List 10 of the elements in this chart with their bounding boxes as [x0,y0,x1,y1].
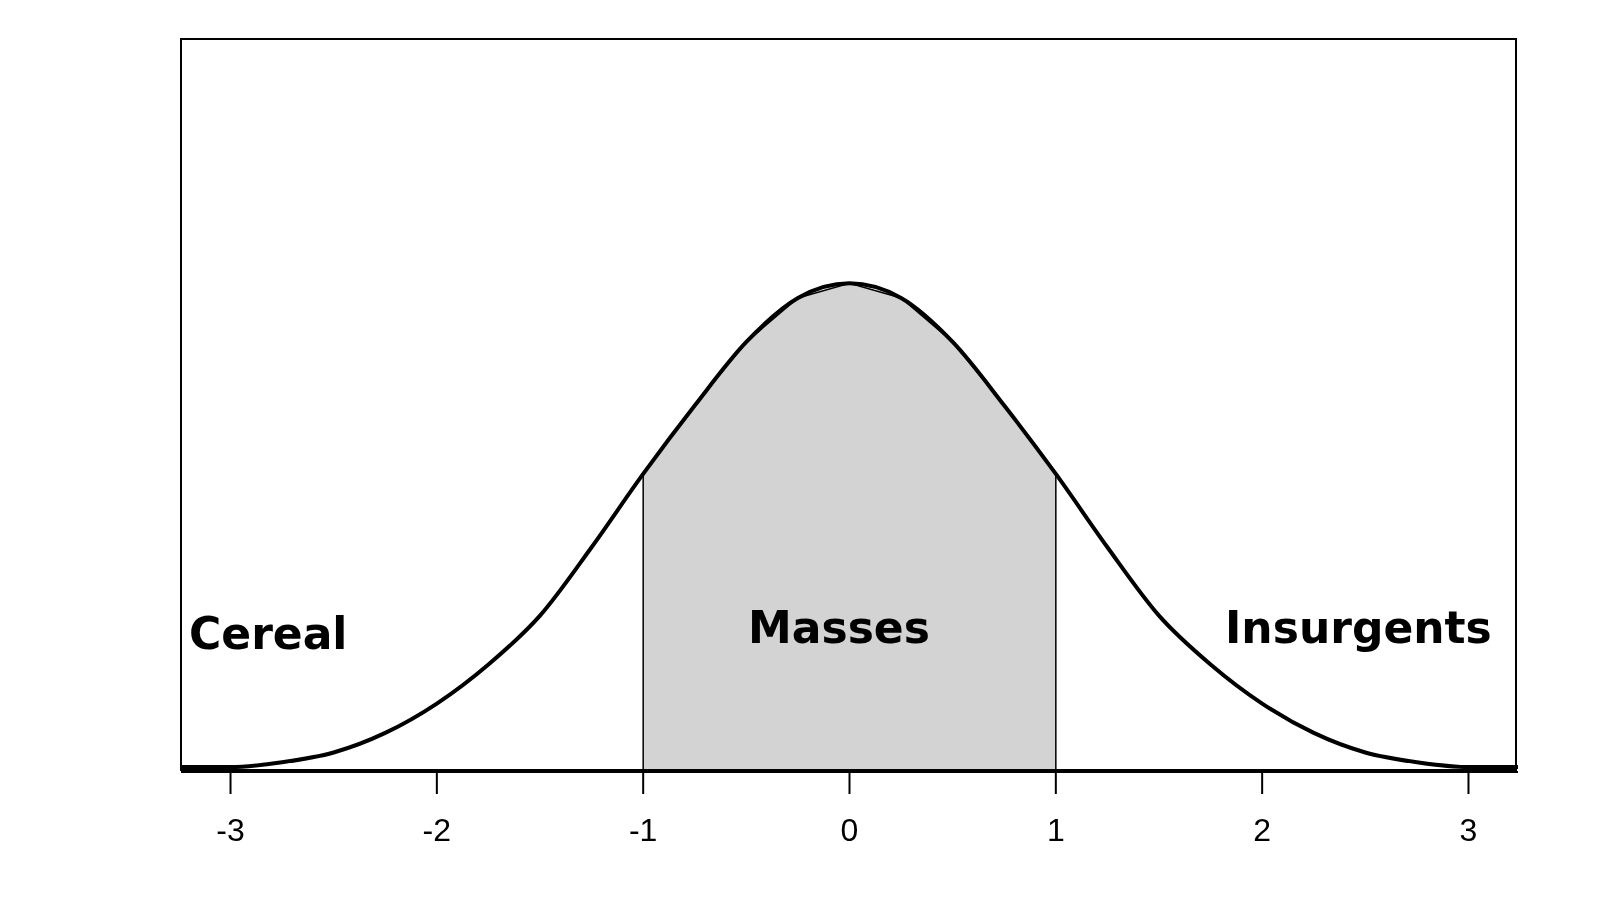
x-tick-label: 0 [840,811,859,848]
x-tick-label: -1 [628,811,658,848]
x-tick-label: 3 [1459,811,1478,848]
x-tick-label: 1 [1046,811,1065,848]
annotation: Masses [748,602,930,653]
annotation: Cereal [189,608,348,659]
annotation: Insurgents [1225,602,1492,653]
x-tick-label: 2 [1253,811,1272,848]
x-tick-label: -2 [422,811,452,848]
x-tick-label: -3 [216,811,245,848]
